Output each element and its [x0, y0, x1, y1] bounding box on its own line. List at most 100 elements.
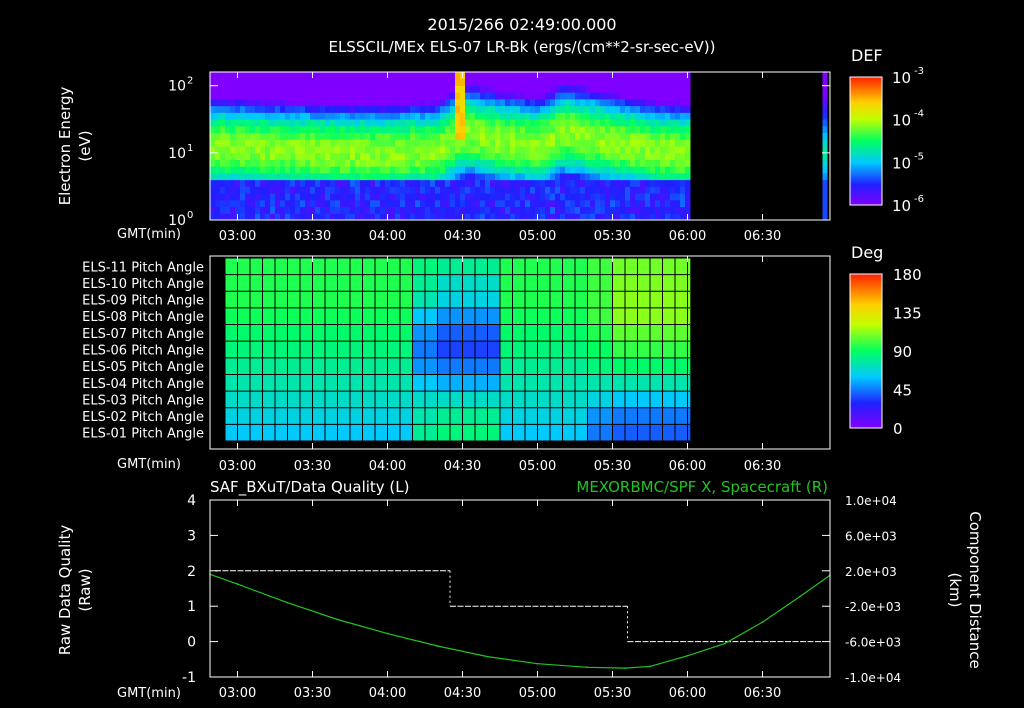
spectrogram-cell — [275, 119, 281, 127]
spectrogram-cell — [540, 146, 546, 154]
pitch-angle-row-label-2: ELS-09 Pitch Angle — [82, 294, 204, 309]
spectrogram-cell — [555, 179, 561, 187]
spectrogram-cell — [510, 105, 516, 113]
spectrogram-cell — [460, 199, 466, 208]
spectrogram-cell — [405, 125, 411, 134]
spectrogram-cell — [250, 139, 256, 147]
spectrogram-cell — [295, 199, 301, 208]
spectrogram-cell — [640, 92, 646, 100]
spectrogram-cell — [340, 92, 346, 100]
spectrogram-cell — [365, 193, 371, 201]
spectrogram-cell — [545, 166, 551, 174]
spectrogram-cell — [215, 132, 221, 140]
spectrogram-cell — [615, 119, 621, 127]
spectrogram-cell — [405, 98, 411, 107]
pitch-angle-cell — [300, 291, 313, 309]
spectrogram-cell — [520, 146, 526, 154]
pitch-angle-cell — [637, 324, 651, 342]
spectrogram-cell — [400, 152, 406, 160]
spectrogram-cell — [515, 159, 521, 167]
spectrogram-cell — [440, 125, 446, 134]
spectrogram-cell — [660, 125, 666, 134]
spectrogram-cell — [615, 172, 621, 181]
spectrogram-cell — [380, 146, 386, 154]
spectrogram-cell — [625, 172, 631, 181]
pitch-angle-cell — [650, 424, 663, 442]
spectrogram-cell-secondary — [822, 98, 828, 107]
spectrogram-cell — [655, 213, 661, 221]
spectrogram-cell — [355, 72, 361, 80]
pitch-angle-cell — [600, 391, 613, 409]
spectrogram-cell — [315, 166, 321, 174]
spectrogram-cell — [280, 206, 286, 214]
spectrogram-cell — [385, 132, 391, 140]
pitch-angle-cell — [625, 324, 638, 342]
spectrogram-cell — [245, 85, 251, 93]
spectrogram-cell — [350, 119, 356, 127]
spectrogram-cell — [500, 125, 506, 134]
spectrogram-cell — [235, 112, 241, 120]
spectrogram-cell — [315, 179, 321, 187]
spectrogram-cell — [430, 206, 436, 214]
spectrogram-cell — [590, 119, 596, 127]
spectrogram-ytick-label-0: 10 — [168, 213, 186, 229]
spectrogram-cell — [255, 186, 261, 194]
spectrogram-cell — [230, 98, 236, 107]
spectrogram-cell — [410, 125, 416, 134]
pitch-angle-cell — [537, 424, 551, 442]
spectrogram-cell — [350, 186, 356, 194]
spectrogram-cell — [320, 193, 326, 201]
spectrogram-cell — [480, 186, 486, 194]
spectrogram-cell — [230, 132, 236, 140]
spectrogram-cell — [450, 213, 456, 221]
spectrogram-cell — [400, 206, 406, 214]
spectrogram-cell — [395, 119, 401, 127]
spectrogram-cell — [440, 139, 446, 147]
spectrogram-cell — [300, 105, 306, 113]
pitch-angle-cell — [612, 341, 626, 359]
pitch-angle-cell — [487, 391, 501, 409]
spectrogram-cell — [345, 213, 351, 221]
spectrogram-cell — [635, 132, 641, 140]
pitch-angle-cell — [262, 391, 276, 409]
spectrogram-cell — [265, 172, 271, 181]
spectrogram-cell — [480, 92, 486, 100]
spectrogram-cell — [655, 186, 661, 194]
spectrogram-cell — [305, 105, 311, 113]
spectrogram-cell — [325, 186, 331, 194]
spectrogram-cell — [585, 125, 591, 134]
spectrogram-cell — [325, 206, 331, 214]
spectrogram-cell — [305, 119, 311, 127]
pitch-angle-cell — [462, 324, 476, 342]
spectrogram-cell — [435, 112, 441, 120]
pitch-angle-cell — [250, 258, 263, 275]
spectrogram-cell — [685, 166, 691, 174]
spectrogram-cell — [495, 159, 501, 167]
spectrogram-cell — [500, 206, 506, 214]
pitch-angle-cell — [562, 391, 576, 409]
spectrogram-cell — [535, 193, 541, 201]
spectrogram-cell — [345, 85, 351, 93]
spectrogram-cell — [445, 166, 451, 174]
spectrogram-cell — [575, 105, 581, 113]
pitch-angle-cell — [587, 274, 601, 292]
pitch-angle-cell — [450, 258, 463, 275]
spectrogram-cell — [415, 78, 421, 86]
spectrogram-cell — [625, 112, 631, 120]
pitch-angle-cell — [575, 274, 588, 292]
spectrogram-cell — [640, 125, 646, 134]
spectrogram-cell — [535, 92, 541, 100]
spectrogram-cell — [270, 199, 276, 208]
spectrogram-cell — [380, 213, 386, 221]
spectrogram-cell — [285, 125, 291, 134]
pitch-angle-cell — [362, 291, 376, 309]
pitch-angle-cell — [687, 258, 691, 275]
spectrogram-cell — [300, 186, 306, 194]
spectrogram-cell — [305, 139, 311, 147]
pitch-angle-cell — [362, 391, 376, 409]
spectrogram-xtick-label-2: 04:00 — [369, 229, 406, 244]
pitch-angle-xtick-label-5: 05:30 — [594, 459, 631, 474]
spectrogram-cell — [435, 125, 441, 134]
spectrogram-cell — [255, 199, 261, 208]
spectrogram-cell — [365, 159, 371, 167]
